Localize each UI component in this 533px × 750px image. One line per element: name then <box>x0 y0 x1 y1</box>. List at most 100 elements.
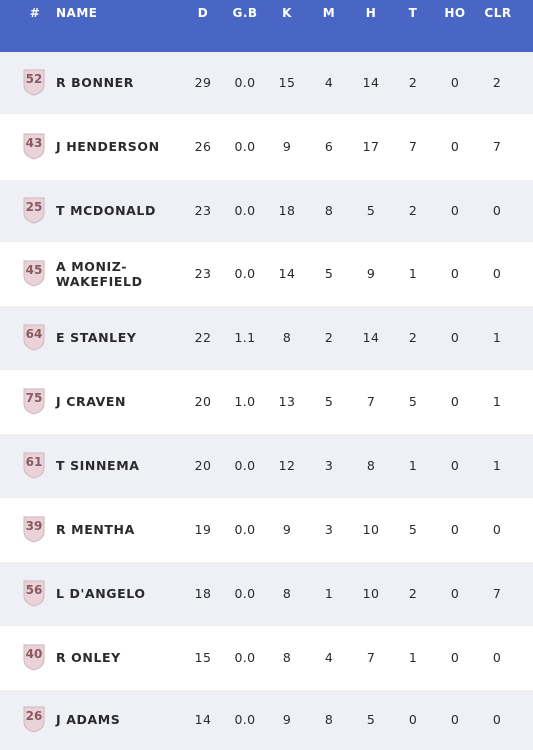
table-row[interactable]: 43 J HENDERSON 26 0.0 9 6 17 7 0 7 <box>0 114 533 180</box>
shield-icon <box>23 69 45 96</box>
stat-m: 6 <box>324 139 334 154</box>
jersey-number-badge: 26 <box>23 705 45 733</box>
stat-clr: 0 <box>492 712 502 727</box>
stat-k: 9 <box>282 139 292 154</box>
player-name[interactable]: T SINNEMA <box>56 458 140 473</box>
jersey-number-badge: 25 <box>23 196 45 224</box>
stat-h: 14 <box>362 75 380 90</box>
stat-ho: 0 <box>450 75 460 90</box>
player-name[interactable]: R BONNER <box>56 75 135 90</box>
stat-t: 1 <box>408 266 418 281</box>
table-row[interactable]: 40 R ONLEY 15 0.0 8 4 7 1 0 0 <box>0 626 533 690</box>
shield-icon <box>23 133 45 160</box>
stat-h: 14 <box>362 330 380 345</box>
table-row[interactable]: 25 T MCDONALD 23 0.0 18 8 5 2 0 0 <box>0 180 533 242</box>
stat-t: 1 <box>408 650 418 665</box>
jersey-number: 43 <box>25 136 43 150</box>
stat-m: 5 <box>324 266 334 281</box>
stat-h: 17 <box>362 139 380 154</box>
stat-ho: 0 <box>450 394 460 409</box>
stat-t: 5 <box>408 522 418 537</box>
stat-gb: 0.0 <box>234 586 256 601</box>
stat-k: 9 <box>282 522 292 537</box>
stat-clr: 7 <box>492 586 502 601</box>
stat-k: 15 <box>278 75 296 90</box>
stat-h: 7 <box>366 394 376 409</box>
player-name[interactable]: J CRAVEN <box>56 394 127 409</box>
stat-ho: 0 <box>450 203 460 218</box>
stat-gb: 0.0 <box>234 458 256 473</box>
jersey-number-badge: 40 <box>23 643 45 671</box>
stat-gb: 0.0 <box>234 266 256 281</box>
stat-clr: 7 <box>492 139 502 154</box>
stat-clr: 0 <box>492 203 502 218</box>
column-header-disposals[interactable]: D <box>197 6 209 20</box>
jersey-number: 52 <box>25 72 43 86</box>
stat-gb: 1.1 <box>234 330 256 345</box>
stat-d: 18 <box>194 586 212 601</box>
stat-h: 10 <box>362 586 380 601</box>
column-header-tackles[interactable]: T <box>408 6 418 20</box>
player-name[interactable]: R ONLEY <box>56 650 121 665</box>
table-row[interactable]: 45 A MONIZ-WAKEFIELD 23 0.0 14 5 9 1 0 0 <box>0 242 533 306</box>
table-header: # NAME D G.B K M H T HO CLR <box>0 0 533 52</box>
stat-t: 0 <box>408 712 418 727</box>
stat-m: 3 <box>324 522 334 537</box>
column-header-goals-behinds[interactable]: G.B <box>232 6 258 20</box>
stat-clr: 0 <box>492 266 502 281</box>
stat-clr: 2 <box>492 75 502 90</box>
stat-k: 9 <box>282 712 292 727</box>
stat-ho: 0 <box>450 139 460 154</box>
player-name[interactable]: L D'ANGELO <box>56 586 146 601</box>
column-header-handballs[interactable]: H <box>365 6 377 20</box>
stat-m: 4 <box>324 75 334 90</box>
table-row[interactable]: 64 E STANLEY 22 1.1 8 2 14 2 0 1 <box>0 306 533 370</box>
column-header-name[interactable]: NAME <box>56 6 98 20</box>
stat-d: 22 <box>194 330 212 345</box>
stat-ho: 0 <box>450 522 460 537</box>
stat-k: 8 <box>282 330 292 345</box>
stat-gb: 0.0 <box>234 712 256 727</box>
jersey-number: 45 <box>25 263 43 277</box>
table-row[interactable]: 56 L D'ANGELO 18 0.0 8 1 10 2 0 7 <box>0 562 533 626</box>
jersey-number-badge: 56 <box>23 579 45 607</box>
column-header-kicks[interactable]: K <box>282 6 292 20</box>
player-name[interactable]: J HENDERSON <box>56 139 160 154</box>
stat-d: 20 <box>194 394 212 409</box>
column-header-clearances[interactable]: CLR <box>484 6 512 20</box>
stat-ho: 0 <box>450 650 460 665</box>
stat-h: 5 <box>366 203 376 218</box>
jersey-number: 26 <box>25 709 43 723</box>
stat-clr: 1 <box>492 394 502 409</box>
player-name[interactable]: E STANLEY <box>56 330 137 345</box>
shield-icon <box>23 516 45 543</box>
stat-h: 9 <box>366 266 376 281</box>
jersey-number: 40 <box>25 647 43 661</box>
stat-t: 2 <box>408 203 418 218</box>
player-name[interactable]: J ADAMS <box>56 712 121 727</box>
stat-gb: 0.0 <box>234 650 256 665</box>
jersey-number-badge: 45 <box>23 259 45 287</box>
column-header-marks[interactable]: M <box>322 6 336 20</box>
jersey-number-badge: 64 <box>23 323 45 351</box>
stat-d: 29 <box>194 75 212 90</box>
table-row[interactable]: 75 J CRAVEN 20 1.0 13 5 7 5 0 1 <box>0 370 533 434</box>
jersey-number-badge: 75 <box>23 387 45 415</box>
table-row[interactable]: 39 R MENTHA 19 0.0 9 3 10 5 0 0 <box>0 498 533 562</box>
player-name[interactable]: A MONIZ-WAKEFIELD <box>56 259 143 289</box>
table-row[interactable]: 52 R BONNER 29 0.0 15 4 14 2 0 2 <box>0 52 533 114</box>
stat-gb: 0.0 <box>234 203 256 218</box>
stat-gb: 0.0 <box>234 75 256 90</box>
player-name[interactable]: T MCDONALD <box>56 203 156 218</box>
jersey-number: 61 <box>25 455 43 469</box>
stat-ho: 0 <box>450 458 460 473</box>
player-name[interactable]: R MENTHA <box>56 522 135 537</box>
column-header-hitouts[interactable]: HO <box>444 6 466 20</box>
stat-h: 5 <box>366 712 376 727</box>
column-header-number[interactable]: # <box>29 6 41 20</box>
jersey-number-badge: 43 <box>23 132 45 160</box>
table-row[interactable]: 61 T SINNEMA 20 0.0 12 3 8 1 0 1 <box>0 434 533 498</box>
table-row[interactable]: 26 J ADAMS 14 0.0 9 8 5 0 0 0 <box>0 690 533 750</box>
stat-m: 8 <box>324 203 334 218</box>
stat-t: 7 <box>408 139 418 154</box>
